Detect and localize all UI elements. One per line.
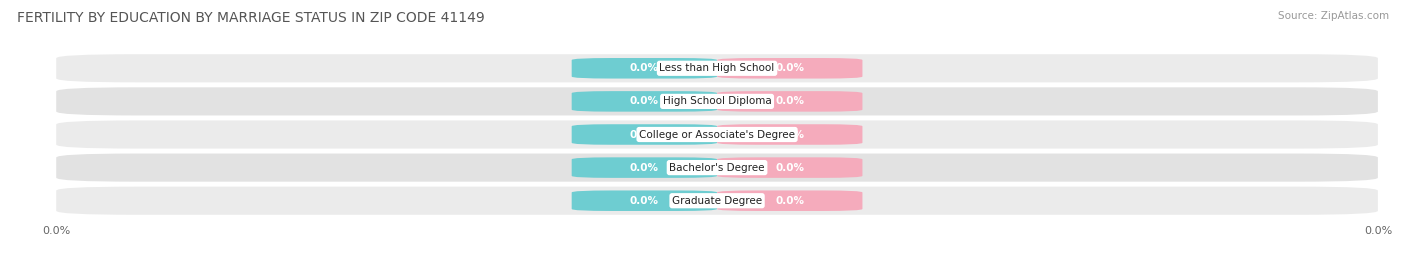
FancyBboxPatch shape	[572, 124, 717, 145]
Text: Graduate Degree: Graduate Degree	[672, 196, 762, 206]
Text: 0.0%: 0.0%	[775, 162, 804, 173]
FancyBboxPatch shape	[572, 157, 717, 178]
Text: 0.0%: 0.0%	[775, 196, 804, 206]
Text: 0.0%: 0.0%	[630, 162, 659, 173]
FancyBboxPatch shape	[572, 91, 717, 112]
Text: College or Associate's Degree: College or Associate's Degree	[640, 129, 794, 140]
Text: 0.0%: 0.0%	[775, 129, 804, 140]
FancyBboxPatch shape	[56, 87, 1378, 115]
Text: High School Diploma: High School Diploma	[662, 96, 772, 107]
Text: FERTILITY BY EDUCATION BY MARRIAGE STATUS IN ZIP CODE 41149: FERTILITY BY EDUCATION BY MARRIAGE STATU…	[17, 11, 485, 25]
FancyBboxPatch shape	[717, 91, 862, 112]
FancyBboxPatch shape	[56, 121, 1378, 148]
Text: Less than High School: Less than High School	[659, 63, 775, 73]
FancyBboxPatch shape	[717, 157, 862, 178]
FancyBboxPatch shape	[717, 124, 862, 145]
Text: Bachelor's Degree: Bachelor's Degree	[669, 162, 765, 173]
Text: 0.0%: 0.0%	[630, 63, 659, 73]
Text: Source: ZipAtlas.com: Source: ZipAtlas.com	[1278, 11, 1389, 21]
FancyBboxPatch shape	[717, 58, 862, 79]
Text: 0.0%: 0.0%	[630, 96, 659, 107]
FancyBboxPatch shape	[572, 190, 717, 211]
FancyBboxPatch shape	[56, 54, 1378, 82]
Text: 0.0%: 0.0%	[775, 63, 804, 73]
FancyBboxPatch shape	[56, 187, 1378, 215]
FancyBboxPatch shape	[572, 58, 717, 79]
FancyBboxPatch shape	[56, 154, 1378, 182]
Text: 0.0%: 0.0%	[630, 129, 659, 140]
Text: 0.0%: 0.0%	[775, 96, 804, 107]
Text: 0.0%: 0.0%	[630, 196, 659, 206]
FancyBboxPatch shape	[717, 190, 862, 211]
